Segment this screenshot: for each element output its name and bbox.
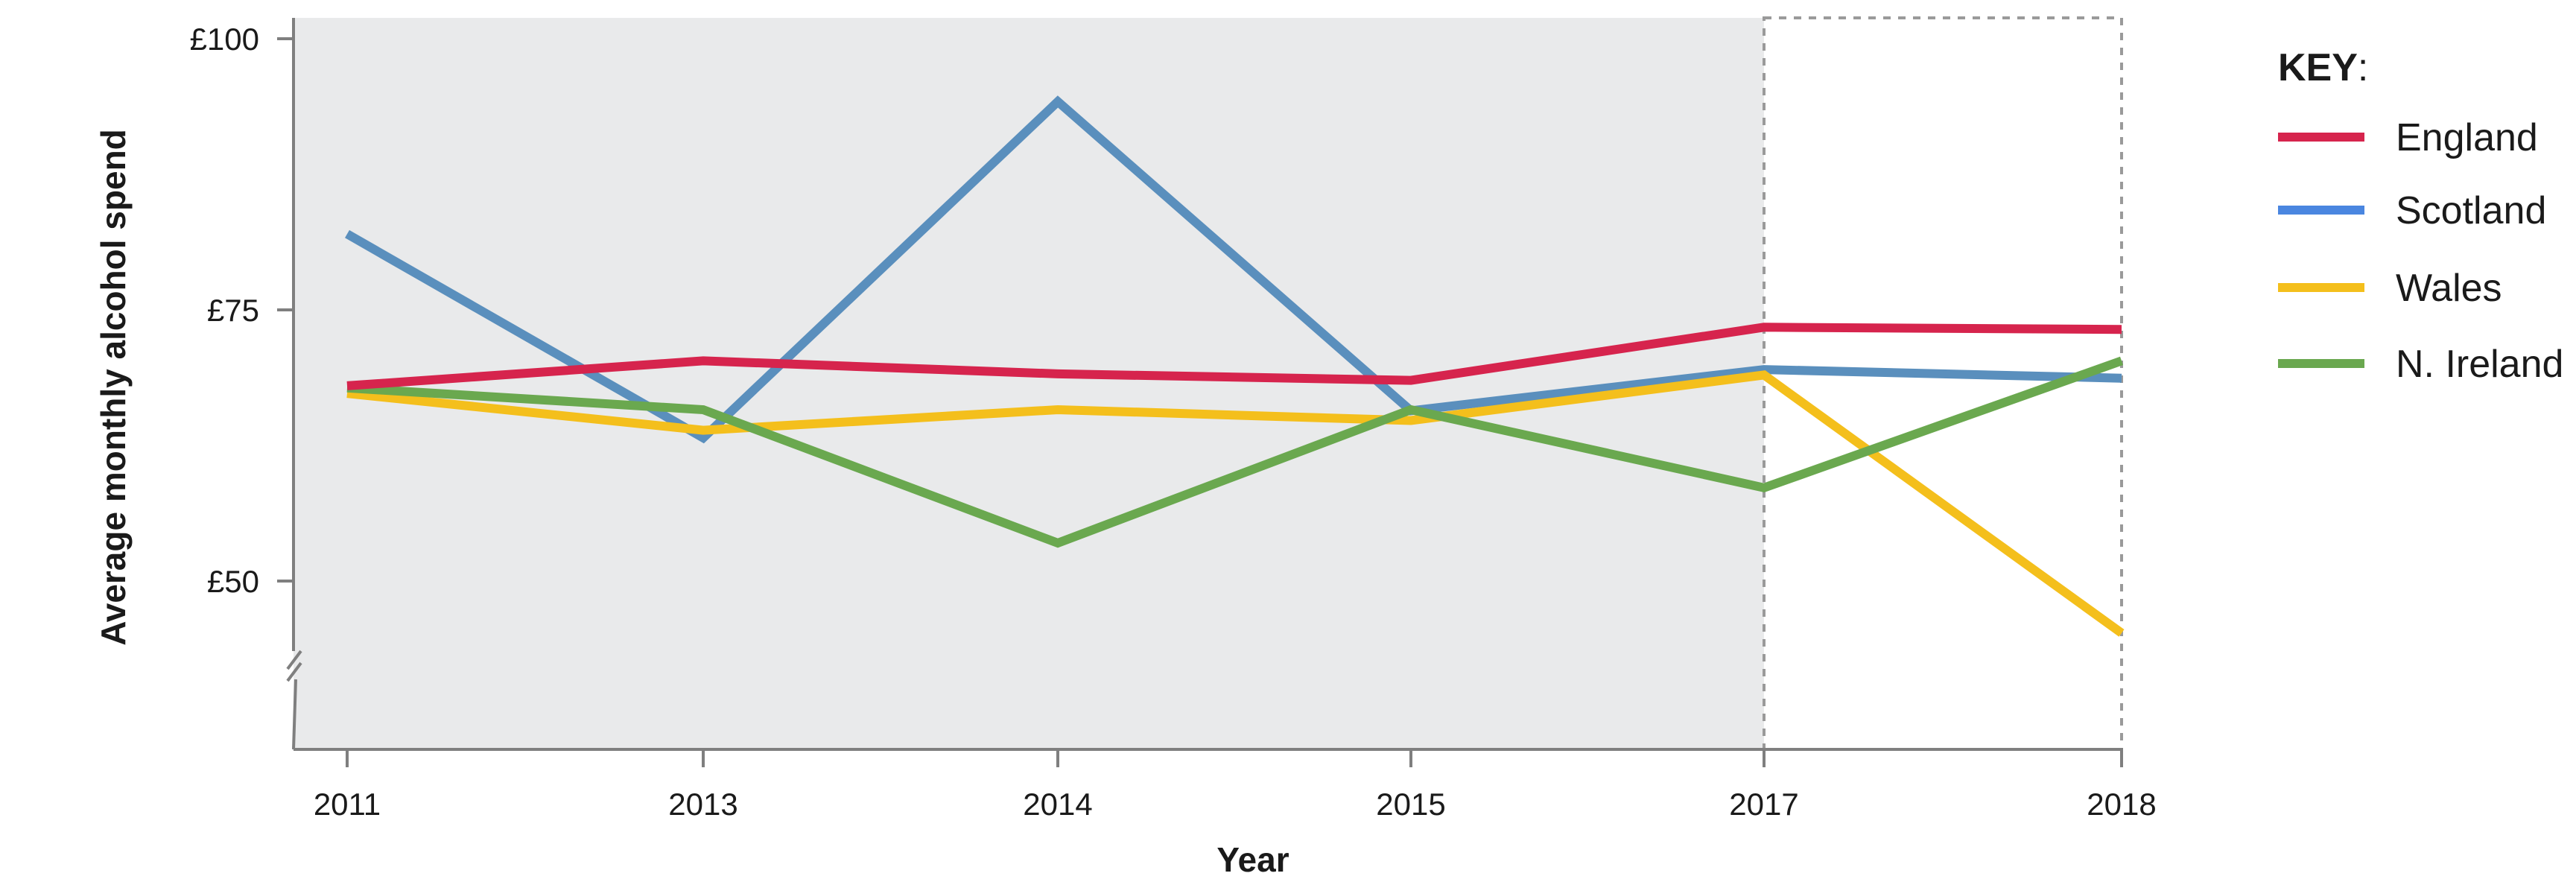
shaded-region	[294, 18, 1764, 749]
y-axis-line-lower	[292, 679, 297, 750]
legend: KEY: England Scotland Wales N. Ireland	[2278, 46, 2563, 386]
series-line-wales	[346, 370, 2125, 637]
y-ticks: £50 £75 £100	[190, 22, 294, 599]
x-tick-label: 2015	[1376, 787, 1445, 822]
x-tick-label: 2011	[314, 787, 381, 822]
legend-label-wales: Wales	[2396, 267, 2502, 310]
y-tick-label: £50	[207, 564, 259, 599]
legend-items: England Scotland Wales N. Ireland	[2278, 116, 2563, 386]
legend-title: KEY:	[2278, 46, 2368, 89]
series-line-england	[346, 323, 2122, 390]
y-axis-break-mark	[286, 650, 302, 670]
x-tick-label: 2017	[1729, 787, 1798, 822]
x-ticks: 2011 2013 2014 2015 2017 2018	[314, 749, 2157, 822]
x-tick-label: 2014	[1023, 787, 1092, 822]
y-tick-label: £75	[207, 293, 259, 328]
x-tick-label: 2018	[2087, 787, 2156, 822]
y-tick-label: £100	[190, 22, 259, 57]
legend-label-england: England	[2396, 116, 2538, 159]
series-line-n-ireland	[346, 356, 2124, 548]
y-axis-break-mark	[286, 661, 302, 682]
series-lines	[345, 95, 2125, 637]
axes	[286, 18, 2123, 751]
legend-label-n-ireland: N. Ireland	[2396, 343, 2563, 386]
x-axis-title: Year	[1216, 840, 1289, 879]
legend-label-scotland: Scotland	[2396, 189, 2546, 232]
y-axis-title: Average monthly alcohol spend	[94, 129, 133, 646]
x-tick-label: 2013	[668, 787, 737, 822]
